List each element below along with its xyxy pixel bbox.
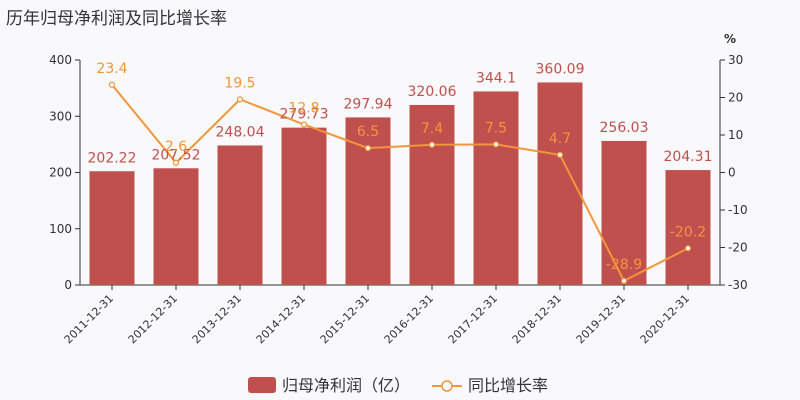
bar — [153, 168, 199, 285]
bar-value-label: 344.1 — [476, 70, 516, 86]
line-value-label: 19.5 — [224, 75, 255, 91]
line-point — [172, 159, 180, 166]
x-tick-label: 2020-12-31 — [638, 292, 692, 346]
bar-value-label: 320.06 — [408, 84, 457, 100]
bar — [281, 127, 327, 285]
x-tick-label: 2019-12-31 — [574, 292, 628, 346]
y-left-tick-label: 200 — [49, 166, 72, 180]
line-value-label: 2.6 — [165, 139, 187, 155]
line-value-label: 7.5 — [485, 120, 507, 136]
line-value-label: -20.2 — [670, 224, 706, 240]
y-left-tick-label: 100 — [49, 222, 72, 236]
y-right-tick-label: -20 — [728, 241, 748, 255]
line-point — [300, 121, 308, 128]
line-point — [492, 141, 500, 148]
line-value-label: 4.7 — [549, 131, 571, 147]
line-value-label: 12.8 — [288, 101, 319, 117]
data-labels: 202.22 207.52 248.04 279.73 297.94 320.06 344.… — [88, 61, 713, 273]
y-left-tick-label: 400 — [49, 53, 72, 67]
y-right-tick-label: 20 — [728, 91, 743, 105]
growth-polyline — [111, 84, 689, 283]
bar — [409, 104, 455, 285]
x-tick-label: 2015-12-31 — [318, 292, 372, 346]
legend: 归母净利润（亿） 同比增长率 — [248, 376, 548, 395]
legend-bar-swatch — [248, 377, 276, 393]
x-tick-label: 2018-12-31 — [510, 292, 564, 346]
bar-value-label: 360.09 — [536, 61, 585, 77]
bar-value-label: 202.22 — [88, 150, 137, 166]
bar-value-label: 207.52 — [152, 147, 201, 163]
y-left-tick-label: 300 — [49, 109, 72, 123]
x-tick-label: 2011-12-31 — [62, 292, 116, 346]
bar — [89, 171, 135, 285]
bar-value-label: 279.73 — [280, 107, 329, 123]
line-point — [428, 141, 436, 148]
y-right-tick-label: 10 — [728, 128, 743, 142]
bar — [601, 140, 647, 285]
line-value-label: -28.9 — [606, 257, 642, 273]
x-tick-label: 2014-12-31 — [254, 292, 308, 346]
x-tick-label: 2016-12-31 — [382, 292, 436, 346]
bar — [473, 91, 519, 285]
x-tick-label: 2013-12-31 — [190, 292, 244, 346]
x-tick-label: 2012-12-31 — [126, 292, 180, 346]
y-right-tick-label: -30 — [728, 278, 748, 292]
line-point — [236, 96, 244, 103]
bar-value-label: 248.04 — [216, 124, 265, 140]
x-tick-label: 2017-12-31 — [446, 292, 500, 346]
chart-title: 历年归母净利润及同比增长率 — [6, 9, 227, 29]
bar-value-label: 256.03 — [600, 120, 649, 136]
line-value-label: 7.4 — [421, 121, 443, 137]
line-value-label: 23.4 — [96, 61, 127, 77]
line-point — [684, 245, 692, 252]
y-right-tick-label: 0 — [728, 166, 736, 180]
bars — [89, 82, 711, 285]
bar-value-label: 297.94 — [344, 96, 393, 112]
legend-line-label: 同比增长率 — [468, 376, 548, 395]
legend-line-marker — [441, 380, 453, 392]
bar — [217, 145, 263, 285]
line-point — [620, 277, 628, 284]
line-point — [364, 145, 372, 152]
growth-line — [108, 81, 692, 284]
y-right-tick-label: -10 — [728, 203, 748, 217]
bar — [665, 170, 711, 285]
line-point — [556, 151, 564, 158]
y-right-tick-label: 30 — [728, 53, 743, 67]
line-value-label: 6.5 — [357, 124, 379, 140]
legend-bar-label: 归母净利润（亿） — [282, 376, 410, 395]
y-left-tick-label: 0 — [64, 278, 72, 292]
line-point — [108, 81, 116, 88]
y-right-unit: % — [724, 32, 736, 46]
bar-value-label: 204.31 — [664, 149, 713, 165]
